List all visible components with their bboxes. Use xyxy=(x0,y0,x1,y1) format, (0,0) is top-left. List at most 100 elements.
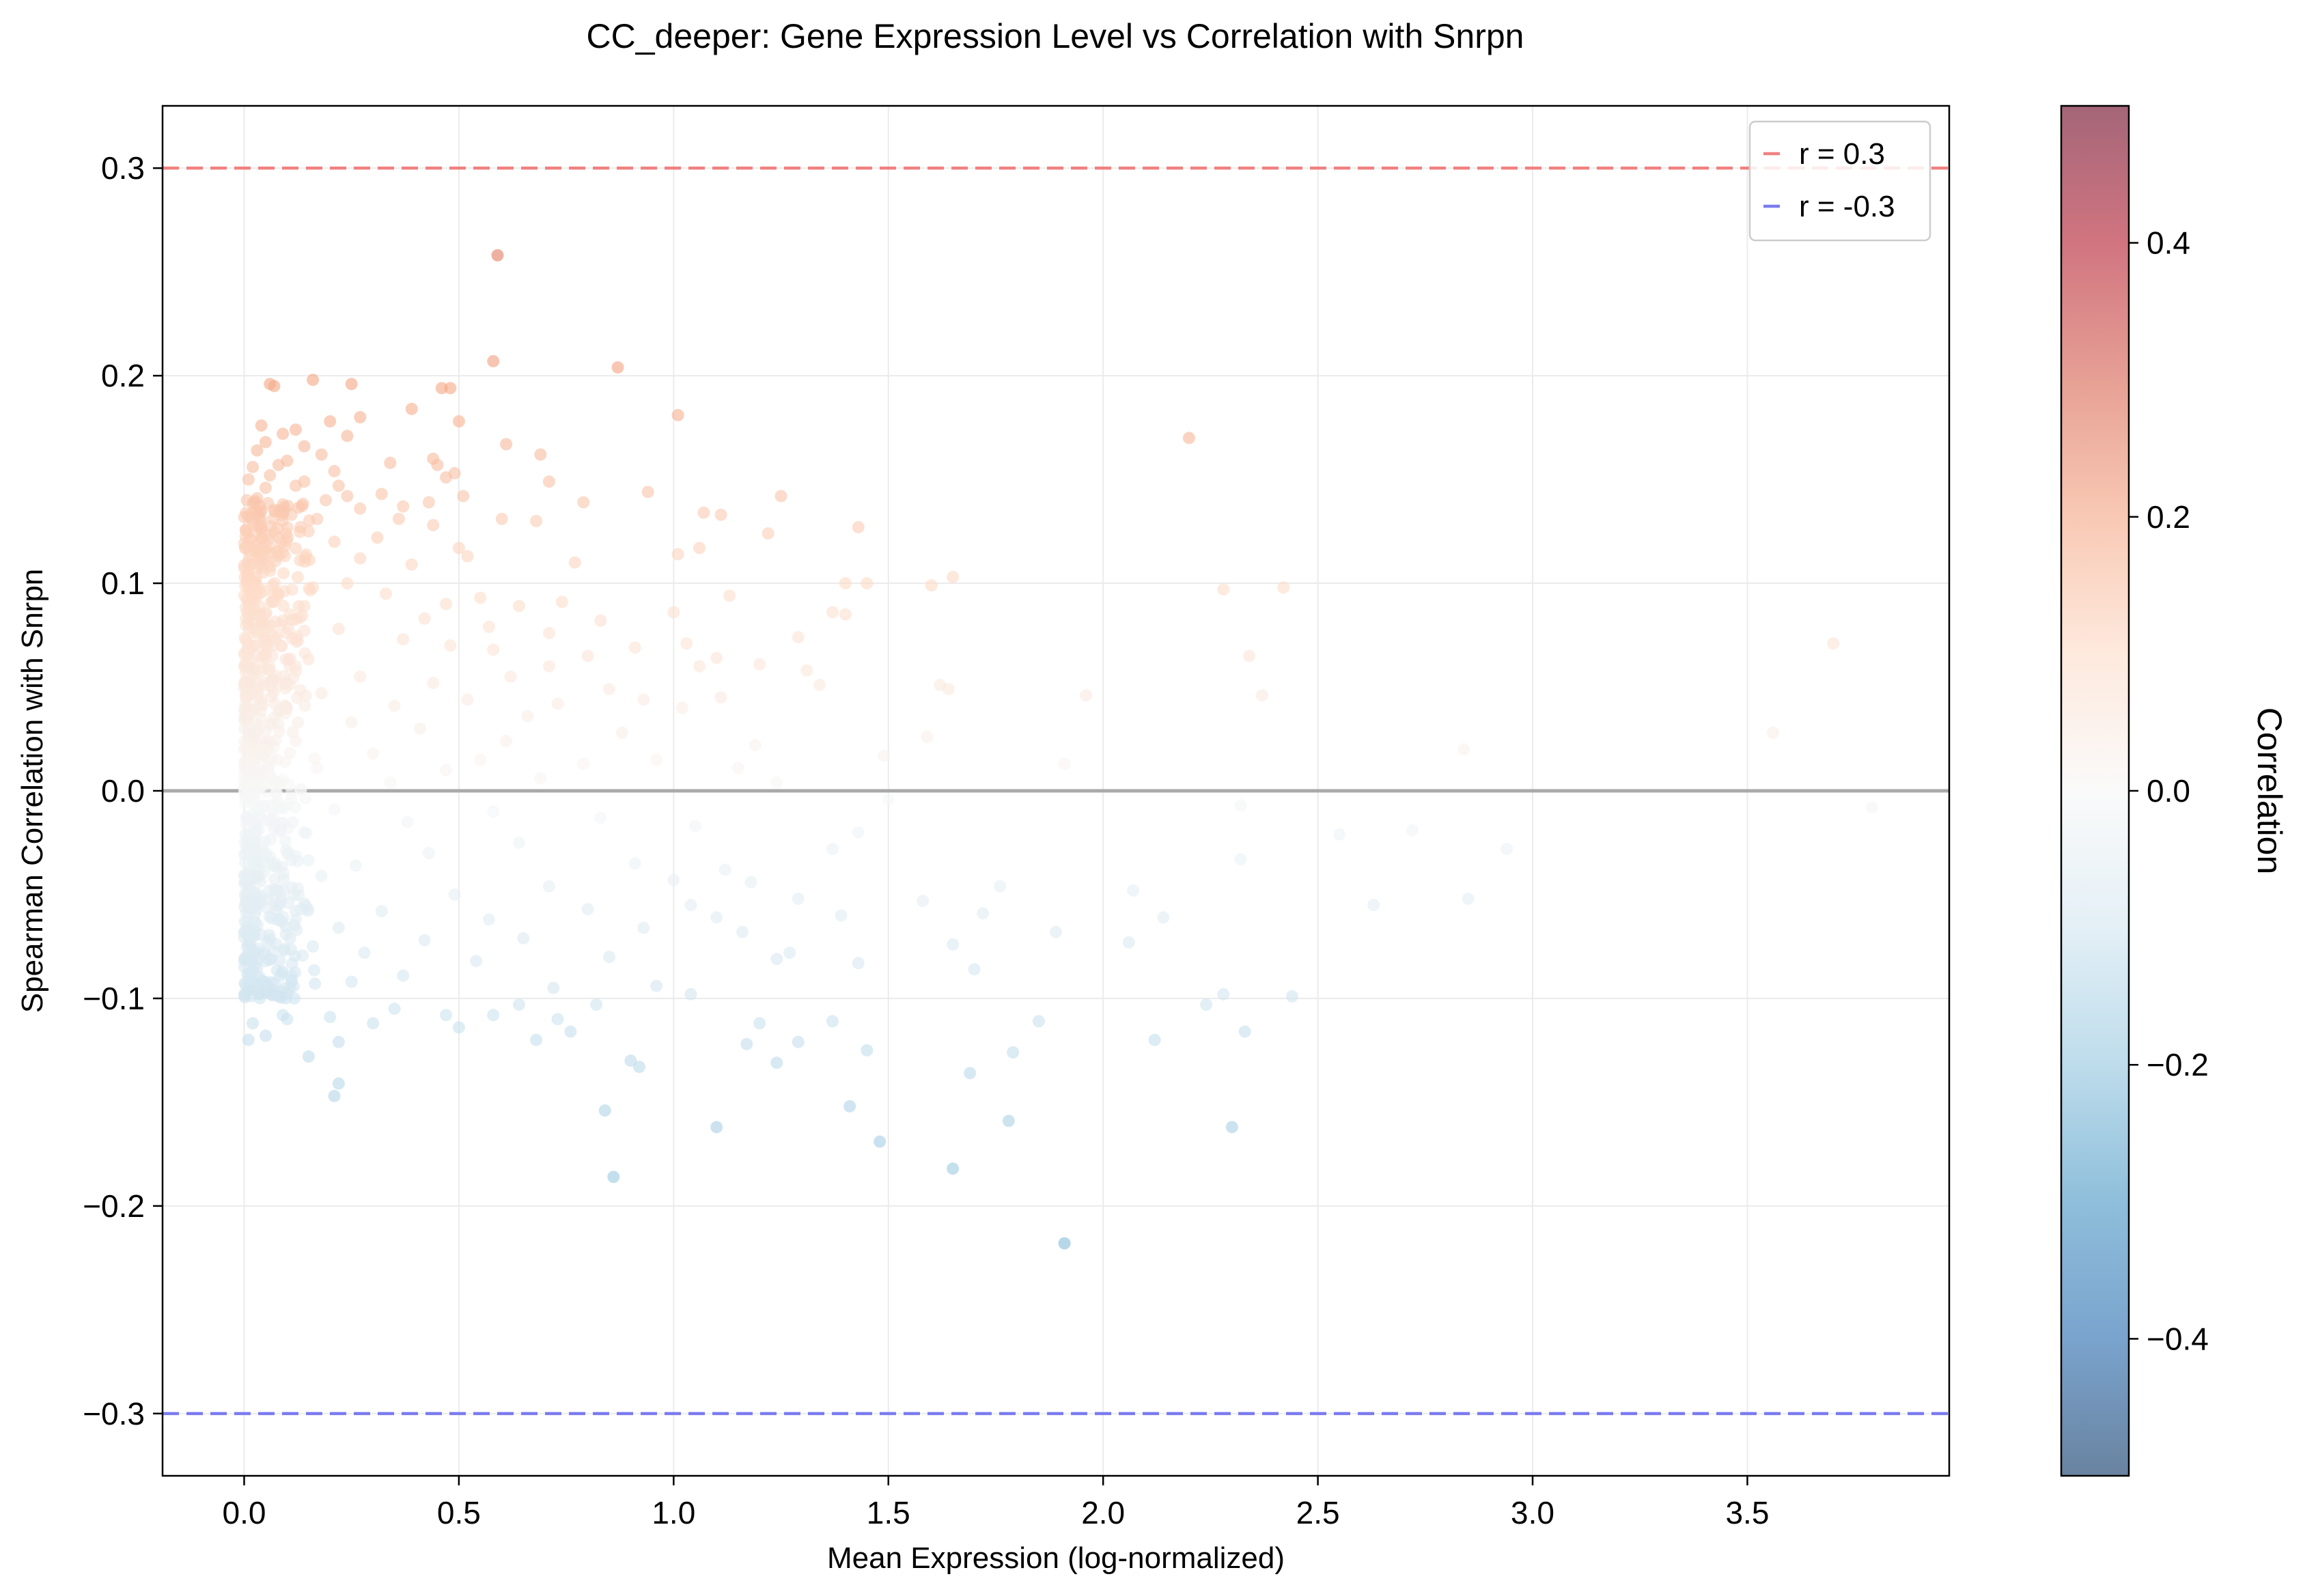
data-point xyxy=(315,869,328,882)
colorbar-label: Correlation xyxy=(2250,708,2289,875)
data-point-dense xyxy=(289,542,302,555)
data-point-dense xyxy=(239,541,252,554)
data-point xyxy=(302,525,315,538)
data-point xyxy=(1157,911,1170,924)
data-point xyxy=(874,1135,887,1148)
data-point xyxy=(680,637,693,650)
data-point xyxy=(354,410,367,423)
data-point xyxy=(577,496,590,509)
data-point xyxy=(440,471,453,484)
data-point xyxy=(882,793,895,806)
data-point xyxy=(1285,990,1298,1003)
data-point xyxy=(1182,432,1195,445)
data-point xyxy=(1865,801,1878,814)
data-point-dense xyxy=(259,835,272,848)
data-point xyxy=(319,494,332,507)
data-point-dense xyxy=(275,640,288,653)
data-point xyxy=(345,378,358,391)
data-point xyxy=(1234,853,1247,866)
data-point-dense xyxy=(247,843,260,856)
data-point xyxy=(568,556,581,569)
data-point xyxy=(667,606,680,619)
data-point xyxy=(1007,1046,1020,1059)
data-point xyxy=(839,577,852,590)
data-point xyxy=(611,361,624,374)
data-point xyxy=(418,934,431,947)
data-point-dense xyxy=(292,882,305,895)
data-point xyxy=(405,558,418,571)
data-point-dense xyxy=(281,531,294,544)
data-point xyxy=(1367,899,1380,912)
data-point xyxy=(512,836,525,849)
data-point-dense xyxy=(240,906,253,919)
data-point-dense xyxy=(271,522,284,535)
data-point xyxy=(474,753,487,766)
data-point xyxy=(517,932,530,944)
data-point xyxy=(852,520,865,533)
data-point xyxy=(354,502,367,515)
data-point xyxy=(247,1017,260,1030)
data-point xyxy=(349,859,362,872)
data-point xyxy=(397,969,410,982)
data-point xyxy=(422,496,435,509)
data-point xyxy=(521,710,534,723)
data-point xyxy=(534,772,547,785)
data-point xyxy=(251,492,264,505)
data-point xyxy=(947,570,960,583)
data-point xyxy=(418,612,431,625)
data-point xyxy=(461,550,474,563)
data-point-dense xyxy=(277,567,290,580)
data-point xyxy=(1406,824,1419,837)
data-point-dense xyxy=(296,949,309,962)
data-point xyxy=(440,764,453,776)
data-point xyxy=(452,1021,465,1034)
data-point xyxy=(839,608,852,621)
data-point xyxy=(697,506,710,519)
data-point xyxy=(328,803,341,816)
colorbar-tick-label: 0.0 xyxy=(2147,773,2190,809)
data-point-dense xyxy=(272,588,285,601)
data-point-dense xyxy=(257,865,270,878)
data-point xyxy=(675,701,688,714)
data-point xyxy=(367,1017,380,1030)
data-point xyxy=(311,761,324,774)
data-point xyxy=(272,458,285,471)
data-point xyxy=(384,776,397,789)
data-point xyxy=(388,699,401,712)
data-point xyxy=(770,776,783,789)
data-point-dense xyxy=(273,954,286,967)
data-point xyxy=(714,691,727,704)
data-point xyxy=(530,514,543,527)
data-point-dense xyxy=(270,787,283,800)
data-point-dense xyxy=(265,690,278,703)
data-point xyxy=(358,947,371,960)
data-point xyxy=(551,697,564,710)
data-point xyxy=(255,419,268,432)
data-point-dense xyxy=(245,604,257,617)
colorbar-ticks: −0.4 −0.2 0.0 0.2 0.4 xyxy=(2129,225,2209,1356)
data-point xyxy=(375,488,388,501)
data-point xyxy=(452,415,465,428)
data-point xyxy=(594,614,607,627)
data-point-dense xyxy=(279,921,292,934)
data-point xyxy=(259,1029,272,1042)
scatter-points xyxy=(238,249,1878,1250)
data-point xyxy=(272,797,285,810)
data-point-dense xyxy=(255,613,268,626)
data-point xyxy=(624,1054,637,1067)
colorbar-gradient xyxy=(2060,104,2130,1477)
data-point xyxy=(968,963,981,976)
data-point xyxy=(607,1171,620,1184)
data-point xyxy=(542,660,555,673)
data-point-dense xyxy=(251,800,264,813)
data-point xyxy=(367,747,380,760)
data-point xyxy=(1333,828,1346,841)
data-point xyxy=(345,716,358,729)
data-point xyxy=(577,757,590,770)
data-point xyxy=(311,512,324,525)
data-point xyxy=(461,693,474,706)
data-point-dense xyxy=(243,753,256,766)
data-point-dense xyxy=(266,717,279,730)
data-point xyxy=(925,579,938,592)
